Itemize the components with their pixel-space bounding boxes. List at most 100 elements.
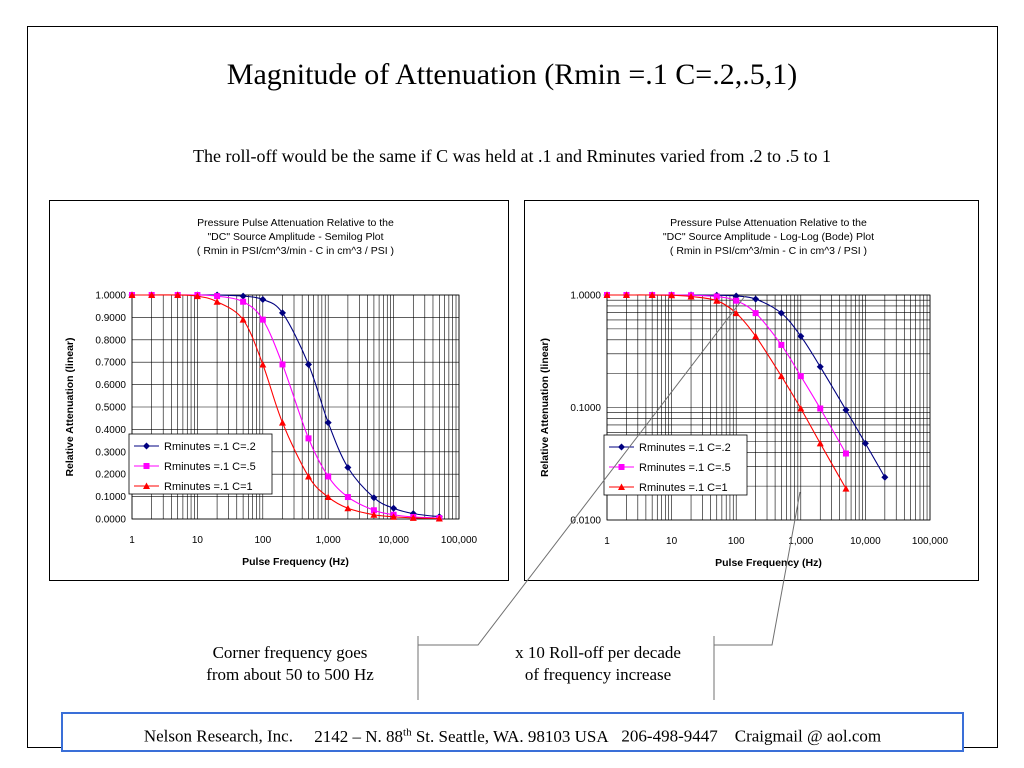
legend-box bbox=[128, 433, 273, 495]
data-point bbox=[370, 494, 378, 502]
slide-title: Magnitude of Attenuation (Rmin =.1 C=.2,… bbox=[226, 58, 798, 91]
data-point bbox=[193, 292, 201, 300]
footer-email: Craigmail @ aol.com bbox=[734, 726, 882, 746]
data-point bbox=[618, 464, 625, 470]
data-point bbox=[648, 291, 656, 298]
footer-phone: 206-498-9447 bbox=[621, 726, 718, 746]
y-tick-label: 0.6000 bbox=[95, 380, 126, 391]
data-point bbox=[861, 439, 869, 447]
annotation-line: from about 50 to 500 Hz bbox=[206, 665, 374, 684]
chart-title-line: "DC" Source Amplitude - Log-Log (Bode) P… bbox=[663, 231, 874, 243]
data-point bbox=[842, 450, 849, 457]
y-axis-label: Relative Attenuation (linear) bbox=[539, 338, 551, 477]
data-point bbox=[713, 297, 721, 304]
chart-title-line: ( Rmin in PSI/cm^3/min - C in cm^3 / PSI… bbox=[670, 245, 867, 257]
data-point bbox=[259, 360, 267, 368]
footer-contact-box: Nelson Research, Inc. 2142 – N. 88th St.… bbox=[61, 712, 964, 752]
data-point bbox=[842, 406, 850, 414]
data-point bbox=[128, 291, 136, 298]
data-point bbox=[325, 473, 332, 480]
x-tick-label: 100,000 bbox=[441, 535, 478, 546]
plot-area-border bbox=[131, 294, 460, 520]
data-point bbox=[778, 341, 785, 348]
data-point bbox=[240, 298, 247, 305]
x-tick-label: 10 bbox=[192, 535, 204, 546]
data-point bbox=[390, 513, 398, 520]
y-tick-label: 0.1000 bbox=[570, 403, 601, 414]
data-point bbox=[668, 291, 676, 299]
legend-label: Rminutes =.1 C=.2 bbox=[164, 441, 256, 453]
x-axis-label: Pulse Frequency (Hz) bbox=[242, 556, 349, 568]
annotation-line: Corner frequency goes bbox=[212, 643, 368, 662]
x-tick-label: 1,000 bbox=[788, 536, 813, 547]
x-tick-label: 1,000 bbox=[316, 535, 341, 546]
footer-address: 2142 – N. 88th St. Seattle, WA. 98103 US… bbox=[314, 726, 609, 746]
x-tick-label: 1 bbox=[604, 536, 610, 547]
loglog-chart-svg: Pressure Pulse Attenuation Relative to t… bbox=[539, 217, 949, 569]
data-point bbox=[344, 494, 351, 501]
y-tick-label: 0.9000 bbox=[95, 313, 126, 324]
y-tick-label: 0.4000 bbox=[95, 425, 126, 436]
y-tick-label: 0.5000 bbox=[95, 403, 126, 414]
data-point bbox=[817, 405, 824, 412]
data-point bbox=[148, 291, 156, 298]
data-point bbox=[390, 504, 398, 512]
data-point bbox=[239, 292, 247, 300]
data-point bbox=[324, 419, 332, 427]
data-point bbox=[435, 515, 443, 522]
legend-label: Rminutes =.1 C=.5 bbox=[164, 461, 256, 473]
data-point bbox=[213, 298, 221, 305]
data-point bbox=[797, 404, 805, 412]
data-point bbox=[370, 507, 377, 514]
data-point bbox=[239, 316, 247, 323]
data-point bbox=[713, 293, 720, 300]
data-point bbox=[143, 463, 150, 469]
data-point bbox=[305, 360, 313, 368]
slide-subtitle: The roll-off would be the same if C was … bbox=[192, 146, 832, 166]
x-tick-label: 10 bbox=[666, 536, 678, 547]
data-point bbox=[305, 472, 313, 480]
data-point bbox=[752, 295, 760, 303]
corner-callout-line bbox=[418, 295, 746, 646]
x-tick-label: 100,000 bbox=[912, 536, 949, 547]
data-point bbox=[842, 485, 850, 492]
y-tick-label: 0.0000 bbox=[95, 515, 126, 526]
data-point bbox=[279, 361, 286, 368]
x-tick-label: 100 bbox=[728, 536, 745, 547]
data-point bbox=[797, 332, 805, 340]
y-tick-label: 0.1000 bbox=[95, 492, 126, 503]
corner-frequency-annotation: Corner frequency goes from about 50 to 5… bbox=[170, 642, 410, 686]
annotation-line: of frequency increase bbox=[524, 665, 672, 684]
chart-title-line: ( Rmin in PSI/cm^3/min - C in cm^3 / PSI… bbox=[197, 245, 394, 257]
data-point bbox=[777, 309, 785, 317]
plot-area-border bbox=[606, 294, 931, 521]
chart-title-line: "DC" Source Amplitude - Semilog Plot bbox=[207, 231, 383, 243]
data-point bbox=[324, 493, 332, 501]
data-point bbox=[278, 419, 286, 426]
y-tick-label: 0.0100 bbox=[570, 516, 601, 527]
data-point bbox=[622, 291, 630, 298]
data-point bbox=[370, 511, 378, 518]
data-point bbox=[733, 297, 740, 304]
data-point bbox=[881, 473, 889, 481]
legend-box bbox=[603, 434, 748, 496]
data-point bbox=[752, 332, 760, 340]
data-point bbox=[618, 483, 625, 490]
data-point bbox=[797, 373, 804, 380]
y-tick-label: 0.2000 bbox=[95, 470, 126, 481]
data-point bbox=[816, 363, 824, 371]
data-point bbox=[305, 435, 312, 442]
rolloff-annotation: x 10 Roll-off per decade of frequency in… bbox=[478, 642, 718, 686]
x-tick-label: 10,000 bbox=[378, 535, 409, 546]
x-tick-label: 1 bbox=[129, 535, 135, 546]
legend-label: Rminutes =.1 C=1 bbox=[639, 482, 728, 494]
rolloff-callout-line bbox=[714, 491, 801, 646]
y-tick-label: 1.0000 bbox=[95, 291, 126, 302]
loglog-chart: Pressure Pulse Attenuation Relative to t… bbox=[524, 200, 979, 581]
y-tick-label: 0.3000 bbox=[95, 447, 126, 458]
data-point bbox=[732, 309, 740, 317]
semilog-chart-svg: Pressure Pulse Attenuation Relative to t… bbox=[64, 217, 478, 568]
data-point bbox=[344, 504, 352, 512]
data-point bbox=[259, 295, 267, 303]
